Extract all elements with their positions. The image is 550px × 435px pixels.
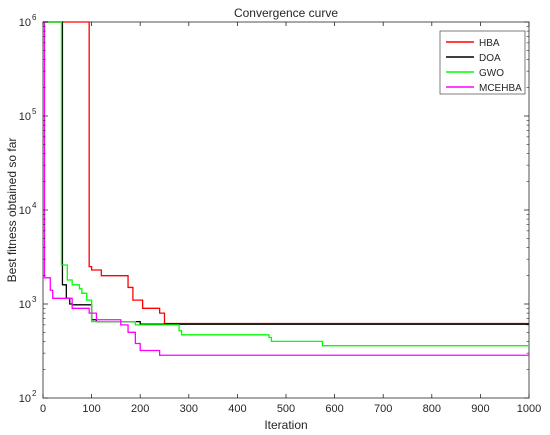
x-tick-label: 600 (325, 403, 343, 415)
x-tick-label: 400 (228, 403, 246, 415)
y-tick-label: 10 (19, 393, 31, 405)
y-tick-exponent: 4 (32, 201, 37, 210)
x-tick-label: 900 (471, 403, 489, 415)
x-axis-label: Iteration (264, 418, 307, 432)
x-tick-label: 100 (82, 403, 100, 415)
series-layer (43, 21, 529, 356)
y-tick-mantissa: 10 (19, 205, 31, 217)
legend-label-mcehba: MCEHBA (479, 83, 522, 94)
x-tick-label: 1000 (517, 403, 541, 415)
y-tick-exponent: 5 (32, 107, 37, 116)
y-tick-exponent: 3 (32, 295, 37, 304)
x-tick-label: 200 (131, 403, 149, 415)
legend: HBA DOA GWO MCEHBA (439, 30, 526, 95)
x-tick-label: 700 (374, 403, 392, 415)
y-tick-label: 10 (19, 17, 31, 29)
y-tick-exponent: 2 (32, 389, 37, 398)
legend-items: HBA DOA GWO MCEHBA (446, 38, 522, 94)
y-tick-mantissa: 10 (19, 111, 31, 123)
series-line-gwo (43, 21, 529, 347)
x-tick-label: 0 (40, 403, 46, 415)
legend-label-gwo: GWO (479, 68, 504, 79)
y-tick-exponent: 6 (32, 13, 37, 22)
x-tick-label: 300 (180, 403, 198, 415)
x-tick-label: 800 (423, 403, 441, 415)
y-tick-label: 10 (19, 111, 31, 123)
legend-label-doa: DOA (479, 53, 501, 64)
y-tick-mantissa: 10 (19, 299, 31, 311)
x-axis-ticks: 0 100 200 300 400 500 600 700 800 900 1000 (40, 22, 541, 415)
x-tick-label: 500 (277, 403, 295, 415)
y-axis-label: Best fitness obtained so far (5, 138, 19, 283)
legend-label-hba: HBA (479, 38, 500, 49)
y-tick-label: 10 (19, 299, 31, 311)
y-tick-mantissa: 10 (19, 17, 31, 29)
series-line-mcehba (43, 21, 529, 356)
series-line-hba (43, 21, 529, 325)
y-tick-mantissa: 10 (19, 393, 31, 405)
chart-title: Convergence curve (234, 6, 338, 20)
y-tick-label: 10 (19, 205, 31, 217)
